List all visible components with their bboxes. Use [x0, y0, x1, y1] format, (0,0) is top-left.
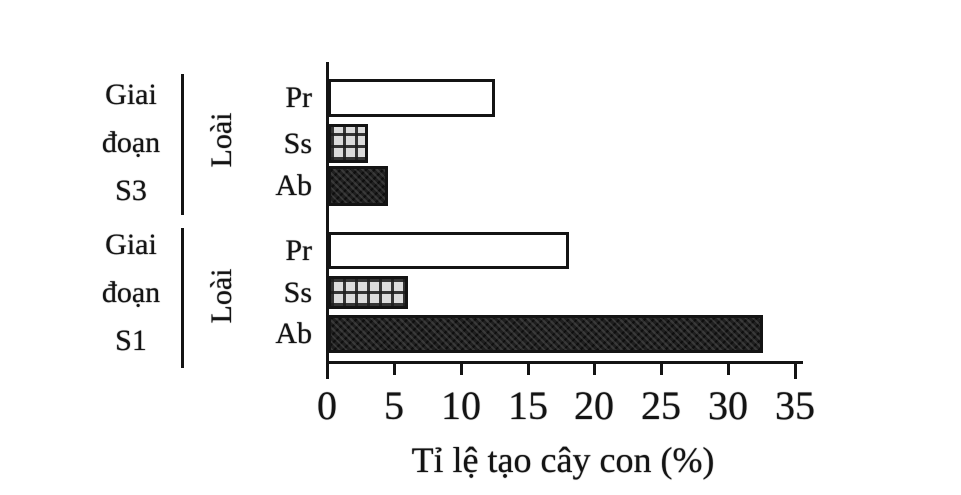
x-axis-tick: [727, 363, 730, 375]
x-axis-tick: [593, 363, 596, 375]
x-axis-tick-label: 35: [775, 383, 815, 428]
label-s1-ss: Ss: [283, 276, 312, 309]
x-axis-tick-label: 20: [574, 383, 614, 428]
x-axis-tick: [460, 363, 463, 375]
bar-s1-pr: [328, 232, 569, 269]
x-axis-tick: [660, 363, 663, 375]
group-bracket-s3: [181, 74, 184, 215]
x-axis-tick-label: 0: [317, 383, 337, 428]
stage-label-s3: Giai đoạn S3: [101, 78, 161, 207]
bar-s3-ab: [328, 166, 388, 206]
x-axis-tick: [393, 363, 396, 375]
x-axis-ticks: 0 5 10 15 20 25 30 35: [317, 361, 815, 431]
label-s1-pr: Pr: [285, 234, 312, 267]
x-axis-tick-label: 10: [441, 383, 481, 428]
y-axis-line: [326, 62, 329, 364]
x-axis-tick: [794, 363, 797, 379]
x-axis-tick: [326, 363, 329, 379]
label-s3-ss: Ss: [283, 127, 312, 160]
label-s3-pr: Pr: [285, 81, 312, 114]
bar-s1-ab: [328, 315, 763, 353]
x-axis-tick-label: 5: [384, 383, 404, 428]
x-axis-tick-label: 25: [641, 383, 681, 428]
bar-s3-pr: [328, 79, 495, 117]
stage-label-s1: Giai đoạn S1: [101, 228, 161, 357]
group-bracket-s1: [181, 228, 184, 368]
label-s1-ab: Ab: [275, 317, 312, 350]
x-axis-tick: [527, 363, 530, 375]
bar-s3-ss: [328, 124, 368, 163]
x-axis-tick-label: 30: [708, 383, 748, 428]
x-axis-title: Tỉ lệ tạo cây con (%): [411, 440, 715, 480]
x-axis-tick-label: 15: [508, 383, 548, 428]
label-s3-ab: Ab: [275, 169, 312, 202]
bar-s1-ss: [328, 276, 408, 309]
x-axis-line: [326, 361, 803, 364]
